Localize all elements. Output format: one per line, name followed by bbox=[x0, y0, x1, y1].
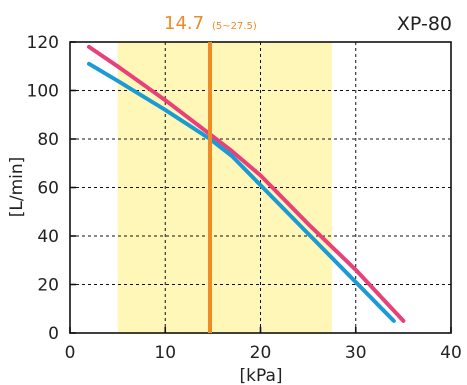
pressure-range-label: (5~27.5) bbox=[212, 21, 257, 32]
y-tick-label-5: 100 bbox=[27, 82, 59, 102]
y-tick-label-3: 60 bbox=[37, 179, 59, 199]
x-tick-label-0: 0 bbox=[65, 343, 76, 363]
model-name-label: XP-80 bbox=[397, 13, 452, 35]
x-tick-label-1: 10 bbox=[154, 343, 176, 363]
x-tick-label-3: 30 bbox=[345, 343, 367, 363]
y-tick-label-2: 40 bbox=[37, 227, 59, 247]
x-axis-title: [kPa] bbox=[239, 366, 282, 385]
x-tick-label-4: 40 bbox=[440, 343, 462, 363]
x-tick-label-2: 20 bbox=[250, 343, 272, 363]
y-tick-label-0: 0 bbox=[48, 324, 59, 344]
y-tick-label-6: 120 bbox=[27, 33, 59, 53]
series-line-pink bbox=[87, 44, 406, 323]
y-tick-label-1: 20 bbox=[37, 276, 59, 296]
series-line-blue bbox=[87, 61, 396, 323]
pressure-marker-label: 14.7 bbox=[164, 13, 204, 34]
y-axis-title: [L/min] bbox=[7, 157, 27, 218]
y-tick-label-4: 80 bbox=[37, 130, 59, 150]
